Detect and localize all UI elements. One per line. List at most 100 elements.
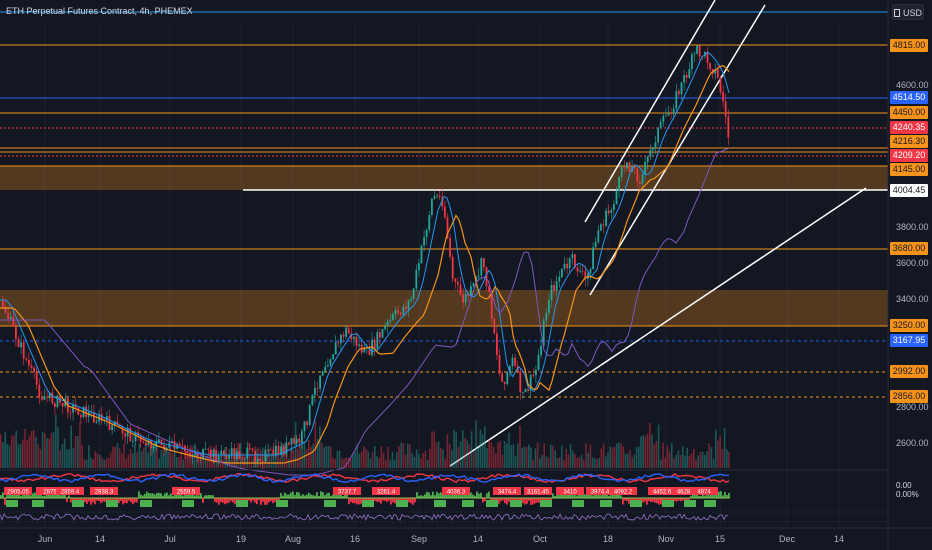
channel-upper-line (584, 0, 716, 223)
signal-band-bar (508, 498, 510, 502)
volume-bar (503, 441, 506, 468)
volume-bar (57, 427, 59, 468)
signal-band-bar (436, 491, 438, 498)
volume-bar (715, 429, 717, 468)
candle (7, 312, 9, 319)
signal-band-bar (202, 498, 204, 503)
candle (295, 438, 298, 444)
volume-bar (330, 446, 332, 468)
volume-bar (88, 445, 90, 468)
candle (69, 412, 72, 414)
resistance-zone (0, 166, 888, 190)
candle (592, 247, 594, 270)
volume-bar (446, 434, 449, 468)
signal-tag-text: 3737.7 (338, 490, 357, 496)
volume-bar (464, 438, 466, 468)
volume-bar (514, 455, 517, 468)
volume-bar (81, 445, 83, 468)
lock-icon (893, 9, 900, 17)
signal-band-bar (70, 498, 72, 503)
volume-bar (426, 459, 429, 468)
signal-band-bar (188, 494, 190, 498)
volume-bar (424, 450, 427, 468)
candle (254, 451, 256, 462)
volume-bar (195, 452, 198, 468)
signal-band-bar (56, 494, 58, 498)
channel-lower-line (589, 4, 766, 296)
signal-band-bar (22, 492, 24, 498)
candle (46, 396, 48, 398)
candle (121, 426, 124, 434)
volume-bar (627, 453, 629, 468)
signal-band-bar (416, 492, 418, 498)
signal-band-bar (604, 494, 606, 498)
candle (269, 449, 272, 451)
signal-tag-bg (372, 487, 400, 495)
time-tick: 16 (349, 534, 361, 544)
signal-marker (540, 500, 552, 507)
candle (501, 373, 503, 382)
signal-band-bar (544, 498, 546, 501)
volume-bar (616, 443, 618, 468)
volume-bar (6, 444, 9, 468)
candle (340, 334, 342, 344)
volume-bar (187, 453, 189, 468)
candle (444, 206, 446, 218)
candle (126, 427, 129, 437)
signal-band-bar (52, 492, 54, 498)
candle (176, 443, 178, 449)
volume-bar (671, 442, 673, 468)
candle (457, 281, 459, 285)
volume-bar (341, 458, 343, 468)
candle (672, 108, 675, 114)
candle (558, 276, 561, 282)
signal-band-bar (354, 498, 356, 504)
candle (589, 269, 592, 274)
candle (314, 387, 316, 396)
signal-band-bar (610, 493, 612, 498)
signal-band-bar (88, 498, 90, 502)
candle (602, 224, 605, 226)
volume-bar (242, 452, 244, 468)
volume-bar (455, 432, 457, 468)
volume-bar (169, 447, 171, 468)
signal-band-bar (526, 498, 528, 504)
candle (717, 69, 719, 78)
signal-marker (106, 500, 118, 507)
signal-band-bar (152, 493, 154, 498)
volume-bar (92, 459, 94, 468)
volume-bar (105, 458, 108, 468)
signal-band-bar (460, 495, 462, 498)
currency-button[interactable]: USD (892, 4, 924, 20)
volume-bar (101, 457, 103, 468)
volume-bar (611, 447, 614, 468)
signal-band-bar (714, 494, 716, 498)
volume-bar (646, 433, 649, 468)
volume-bar (644, 435, 647, 468)
signal-marker (684, 500, 696, 507)
signal-band-bar (222, 498, 224, 503)
signal-band-bar (284, 492, 286, 498)
signal-band-bar (522, 498, 524, 504)
signal-band-bar (656, 498, 658, 504)
candle (277, 445, 280, 455)
candle (171, 441, 173, 443)
volume-bar (297, 449, 299, 468)
volume-bar (462, 430, 464, 468)
signal-marker (140, 500, 152, 507)
signal-band-bar (488, 491, 490, 498)
signal-band-bar (384, 498, 386, 501)
signal-band-bar (92, 498, 94, 503)
signal-band-bar (704, 495, 706, 498)
candle (397, 310, 399, 313)
signal-tag-text: 2905.05 (7, 490, 29, 496)
price-label-4450: 4450.00 (890, 106, 928, 119)
candle (542, 320, 545, 347)
signal-band-bar (602, 494, 604, 498)
volume-bar (521, 448, 523, 468)
candle (566, 263, 568, 269)
signal-tag-text: 4092.2 (614, 490, 633, 496)
signal-band-bar (708, 495, 710, 498)
